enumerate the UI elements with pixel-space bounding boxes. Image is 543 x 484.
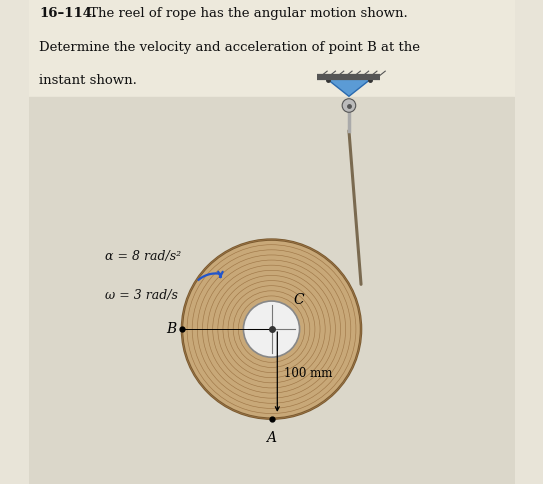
Text: Determine the velocity and acceleration of point B at the: Determine the velocity and acceleration … [39, 41, 420, 54]
Circle shape [243, 301, 300, 357]
Text: 100 mm: 100 mm [283, 367, 332, 380]
Polygon shape [326, 78, 372, 96]
Circle shape [342, 99, 356, 112]
Text: instant shown.: instant shown. [39, 74, 137, 87]
Text: ω = 3 rad/s: ω = 3 rad/s [104, 289, 178, 302]
Text: The reel of rope has the angular motion shown.: The reel of rope has the angular motion … [85, 7, 408, 20]
Text: A: A [267, 431, 276, 445]
Text: 16–114.: 16–114. [39, 7, 97, 20]
Text: C: C [294, 293, 304, 307]
Text: B: B [166, 322, 176, 336]
Text: α = 8 rad/s²: α = 8 rad/s² [104, 250, 181, 263]
Circle shape [182, 240, 361, 419]
